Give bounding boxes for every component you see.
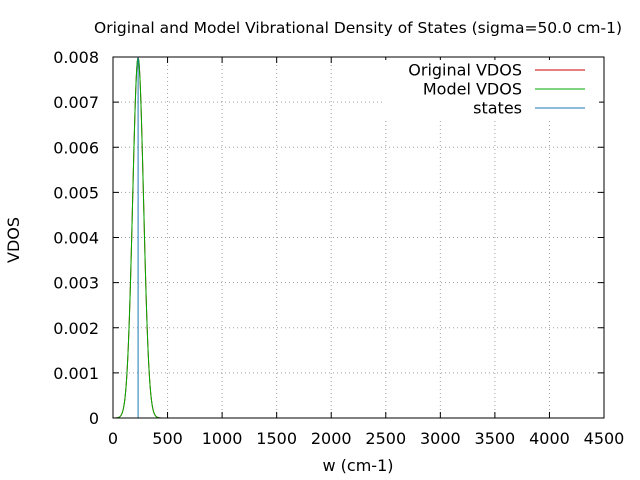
legend-label: Model VDOS [423,80,522,99]
legend-label: states [473,99,522,118]
y-tick-label: 0.007 [53,93,99,112]
x-axis-title: w (cm-1) [323,456,394,475]
y-tick-label: 0.006 [53,138,99,157]
x-tick-label: 4000 [529,429,570,448]
y-axis-title: VDOS [4,217,23,263]
x-tick-label: 500 [152,429,183,448]
x-tick-label: 4500 [584,429,625,448]
x-tick-label: 2500 [365,429,406,448]
x-tick-label: 2000 [311,429,352,448]
x-tick-label: 1000 [202,429,243,448]
chart-title: Original and Model Vibrational Density o… [94,19,622,37]
x-tick-label: 3500 [475,429,516,448]
x-tick-label: 1500 [256,429,297,448]
y-tick-label: 0.003 [53,274,99,293]
y-tick-label: 0 [89,409,99,428]
legend-label: Original VDOS [408,61,522,80]
tick-layer: 0 500 1000 1500 2000 2500 3000 3500 4000 4500 0 0.0… [53,48,624,448]
y-tick-label: 0.008 [53,48,99,67]
x-tick-label: 0 [108,429,118,448]
y-tick-label: 0.004 [53,229,99,248]
x-tick-label: 3000 [420,429,461,448]
y-tick-label: 0.005 [53,183,99,202]
y-tick-label: 0.001 [53,364,99,383]
y-tick-label: 0.002 [53,319,99,338]
